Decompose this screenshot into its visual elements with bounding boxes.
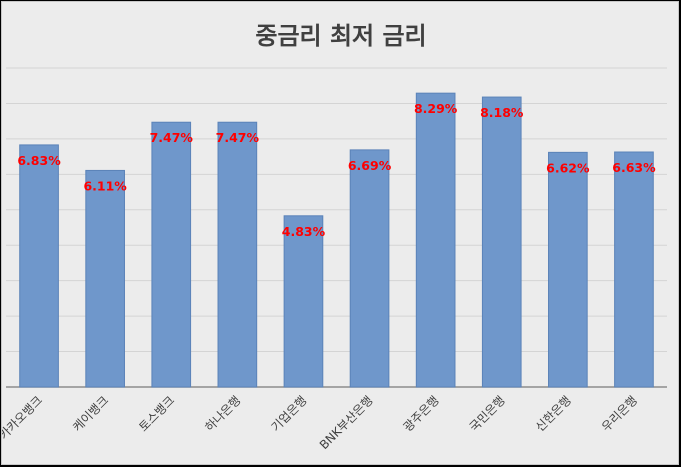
data-label: 8.18% bbox=[480, 105, 524, 120]
data-label: 6.69% bbox=[348, 158, 392, 173]
bar bbox=[283, 215, 324, 388]
data-label: 6.63% bbox=[612, 160, 656, 175]
bar bbox=[217, 121, 258, 388]
x-tick-label: 기업은행 bbox=[268, 393, 310, 435]
data-label: 7.47% bbox=[216, 130, 260, 145]
bar bbox=[614, 151, 654, 388]
x-tick-label: 국민은행 bbox=[466, 393, 508, 435]
bar bbox=[19, 144, 59, 388]
x-tick-label: 신한은행 bbox=[532, 393, 574, 435]
data-label: 6.62% bbox=[546, 160, 590, 175]
bar bbox=[85, 169, 125, 388]
data-label: 8.29% bbox=[414, 101, 458, 116]
bar bbox=[151, 121, 192, 388]
data-label: 6.11% bbox=[83, 178, 127, 193]
chart-title: 중금리 최저 금리 bbox=[255, 22, 427, 50]
data-label: 6.83% bbox=[17, 153, 61, 168]
bar bbox=[349, 149, 390, 388]
x-tick-label: 케이뱅크 bbox=[70, 393, 111, 434]
x-tick-label: 카카오뱅크 bbox=[2, 393, 45, 442]
bar bbox=[415, 92, 456, 388]
bar bbox=[481, 96, 522, 388]
data-label: 4.83% bbox=[282, 224, 326, 239]
data-label: 7.47% bbox=[150, 130, 194, 145]
x-tick-label: 토스뱅크 bbox=[136, 393, 177, 434]
x-tick-label: 하나은행 bbox=[202, 393, 244, 435]
bar bbox=[548, 151, 588, 388]
x-tick-label: 우리은행 bbox=[598, 393, 640, 435]
x-tick-label: 광주은행 bbox=[400, 393, 442, 435]
x-tick-label: BNK부산은행 bbox=[316, 393, 376, 453]
